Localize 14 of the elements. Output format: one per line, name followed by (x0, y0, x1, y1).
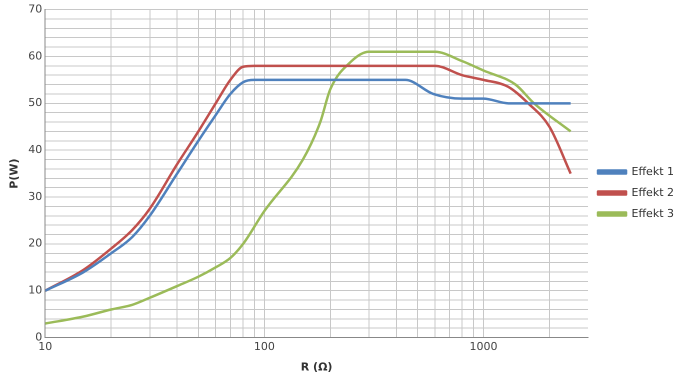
y-tick-label: 50 (28, 96, 42, 110)
y-tick-label: 60 (28, 49, 42, 62)
y-tick-label: 70 (28, 2, 42, 16)
y-axis-title: P(W) (7, 158, 20, 189)
y-tick-label: 20 (28, 236, 42, 250)
legend-label: Effekt 2 (632, 186, 674, 199)
legend-label: Effekt 3 (632, 206, 674, 220)
y-tick-label: 10 (28, 284, 42, 297)
y-tick-label: 30 (28, 190, 42, 203)
x-axis-title: R (Ω) (300, 360, 332, 374)
y-tick-label: 40 (28, 143, 42, 156)
x-tick-label: 100 (254, 340, 275, 354)
x-tick-label: 1000 (469, 340, 498, 354)
legend-label: Effekt 1 (632, 164, 674, 178)
